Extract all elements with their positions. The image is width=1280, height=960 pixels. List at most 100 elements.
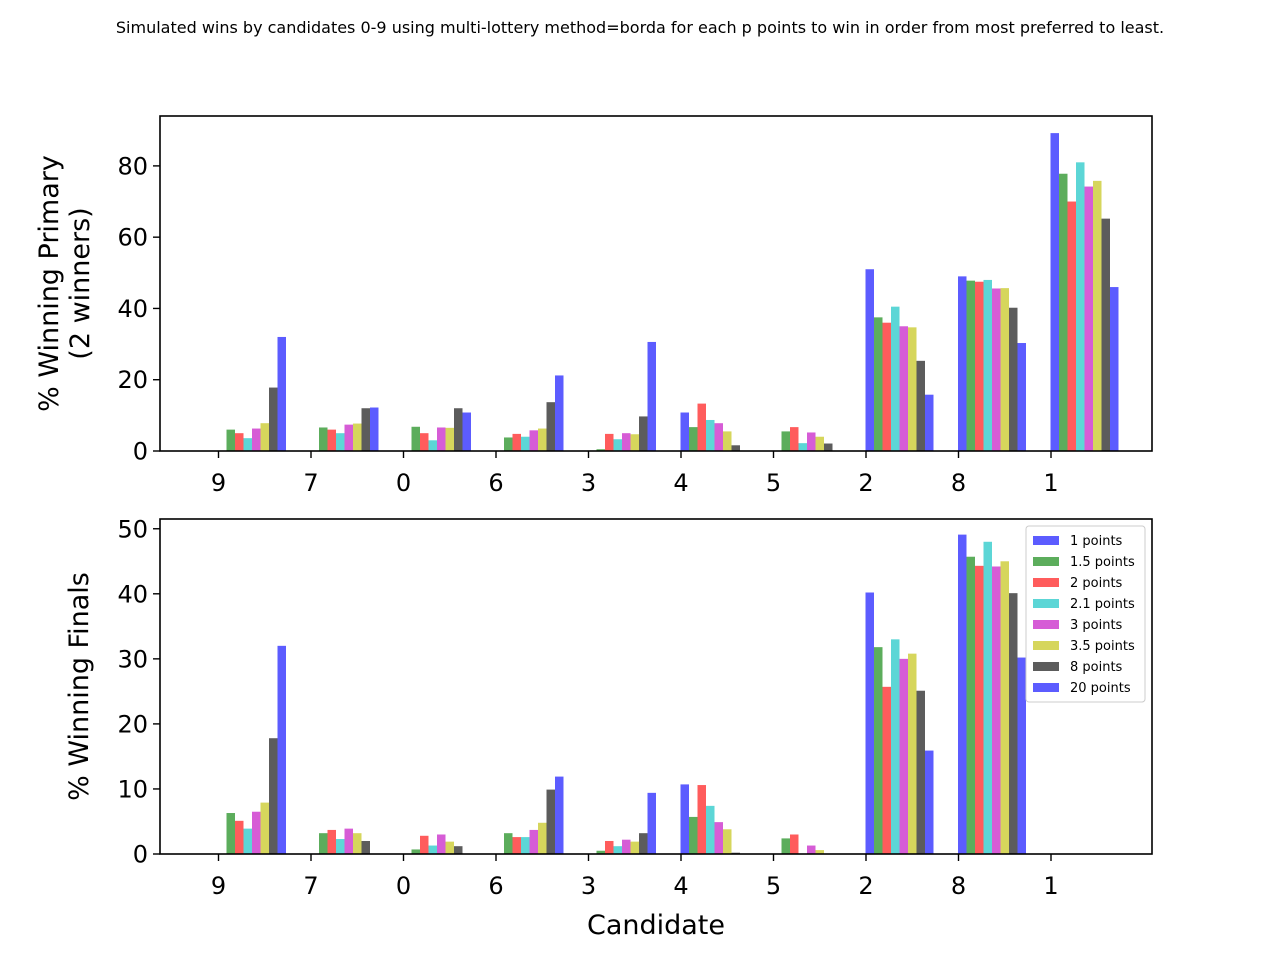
primary-bar-6-1-5-points	[504, 437, 513, 451]
finals-bar-2-8-points	[916, 690, 925, 854]
primary-ytick-label: 60	[117, 224, 148, 252]
legend-entry-label: 20 points	[1070, 681, 1131, 696]
primary-y-axis-label: % Winning Primary(2 winners)	[34, 155, 96, 412]
primary-ytick-label: 40	[117, 295, 148, 323]
finals-bar-7-1-5-points	[319, 833, 328, 854]
primary-xtick-label: 3	[581, 469, 596, 497]
finals-xtick-label: 3	[581, 872, 596, 900]
primary-bar-8-2-1-points	[983, 279, 992, 451]
primary-series-1-points	[680, 133, 1059, 452]
finals-series-1-5-points	[226, 556, 975, 854]
primary-bar-1-3-5-points	[1093, 180, 1102, 452]
finals-bar-3-20-points	[647, 792, 656, 854]
primary-bar-0-2-points	[420, 433, 429, 451]
finals-bar-6-2-1-points	[521, 837, 530, 854]
primary-series-3-5-points	[260, 180, 1102, 452]
finals-bar-5-3-points	[807, 845, 816, 854]
finals-bar-0-3-points	[437, 834, 446, 854]
legend-entry-label: 3 points	[1070, 618, 1123, 633]
primary-series-3-points	[252, 186, 1093, 451]
primary-bar-7-8-points	[361, 408, 370, 451]
primary-bar-5-2-1-points	[798, 443, 807, 451]
finals-bar-8-2-1-points	[983, 541, 992, 854]
finals-bar-8-2-points	[975, 565, 984, 854]
finals-bar-6-3-points	[529, 829, 538, 854]
primary-bar-0-3-points	[437, 427, 446, 451]
finals-ytick-label: 40	[117, 580, 148, 608]
primary-bar-7-20-points	[370, 407, 379, 451]
primary-bar-0-8-points	[454, 408, 463, 451]
finals-bar-6-2-points	[512, 837, 521, 854]
primary-bar-3-2-points	[605, 433, 614, 451]
primary-bar-3-3-5-points	[630, 434, 639, 451]
primary-bar-8-1-points	[958, 276, 967, 451]
figure-suptitle: Simulated wins by candidates 0-9 using m…	[116, 18, 1164, 37]
finals-series-3-points	[252, 566, 1001, 854]
finals-bar-5-3-5-points	[815, 850, 824, 854]
finals-y-axis-label: % Winning Finals	[64, 572, 95, 801]
finals-bar-7-3-points	[344, 828, 353, 854]
finals-bar-9-1-5-points	[226, 813, 235, 854]
primary-bar-1-2-1-points	[1076, 162, 1085, 451]
primary-bar-6-20-points	[555, 375, 564, 451]
finals-bar-8-20-points	[1017, 657, 1026, 854]
finals-bar-6-20-points	[555, 776, 564, 854]
finals-series-20-points	[277, 645, 1026, 854]
primary-bar-0-2-1-points	[428, 440, 437, 451]
legend-swatch	[1033, 578, 1059, 587]
primary-bar-8-8-points	[1009, 307, 1018, 451]
finals-bar-8-1-points	[958, 534, 967, 854]
primary-xtick-label: 9	[211, 469, 226, 497]
primary-bar-8-3-points	[992, 288, 1001, 451]
primary-chart-panel: 0 20 40 60 80 9 7 0 6 3 4 5 2 8 1 % Winning Primary(2 w…	[34, 115, 1153, 497]
finals-bar-2-2-points	[882, 686, 891, 854]
legend-box	[1025, 525, 1146, 703]
finals-series-1-points	[680, 534, 967, 854]
primary-xtick-label: 2	[858, 469, 873, 497]
primary-bar-2-20-points	[925, 394, 934, 451]
primary-bar-0-20-points	[462, 412, 471, 451]
primary-xtick-label: 5	[766, 469, 781, 497]
primary-xtick-label: 7	[303, 469, 318, 497]
legend-swatch	[1033, 620, 1059, 629]
finals-bar-2-2-1-points	[891, 639, 900, 854]
finals-bar-5-1-5-points	[781, 838, 790, 854]
primary-bar-3-3-points	[622, 433, 631, 451]
legend-swatch	[1033, 536, 1059, 545]
finals-bar-2-3-5-points	[908, 653, 917, 854]
finals-bar-4-3-points	[714, 822, 723, 854]
legend-swatch	[1033, 599, 1059, 608]
legend-entry-label: 8 points	[1070, 660, 1123, 675]
primary-bar-9-3-points	[252, 428, 261, 451]
primary-bar-1-1-5-points	[1059, 173, 1068, 452]
finals-bar-6-3-5-points	[538, 822, 547, 854]
finals-ytick-label: 10	[117, 775, 148, 803]
finals-bar-5-2-points	[790, 834, 799, 854]
primary-bar-9-8-points	[269, 387, 278, 451]
primary-bar-6-3-points	[529, 430, 538, 451]
primary-bar-8-20-points	[1017, 343, 1026, 451]
finals-xtick-label: 6	[488, 872, 503, 900]
primary-bar-5-3-points	[807, 432, 816, 451]
finals-bar-4-3-5-points	[723, 829, 732, 854]
primary-xtick-label: 8	[951, 469, 966, 497]
finals-bar-8-3-points	[992, 566, 1001, 854]
primary-ytick-label: 0	[133, 438, 148, 466]
primary-bar-2-1-5-points	[874, 317, 883, 451]
primary-bar-1-2-points	[1067, 201, 1076, 451]
primary-xtick-label: 6	[488, 469, 503, 497]
finals-bar-3-2-points	[605, 840, 614, 854]
finals-bar-7-3-5-points	[353, 833, 362, 854]
legend-entry-label: 2.1 points	[1070, 597, 1135, 612]
finals-xtick-label: 7	[303, 872, 318, 900]
finals-bar-9-8-points	[269, 738, 278, 854]
finals-bar-7-2-points	[327, 829, 336, 854]
primary-bar-0-1-5-points	[411, 426, 420, 451]
finals-bar-6-1-5-points	[504, 833, 513, 854]
primary-ytick-label: 80	[117, 152, 148, 180]
primary-bar-5-3-5-points	[815, 436, 824, 451]
legend-entry-label: 3.5 points	[1070, 639, 1135, 654]
primary-bar-4-1-5-points	[689, 427, 698, 451]
primary-bar-7-1-5-points	[319, 427, 328, 451]
